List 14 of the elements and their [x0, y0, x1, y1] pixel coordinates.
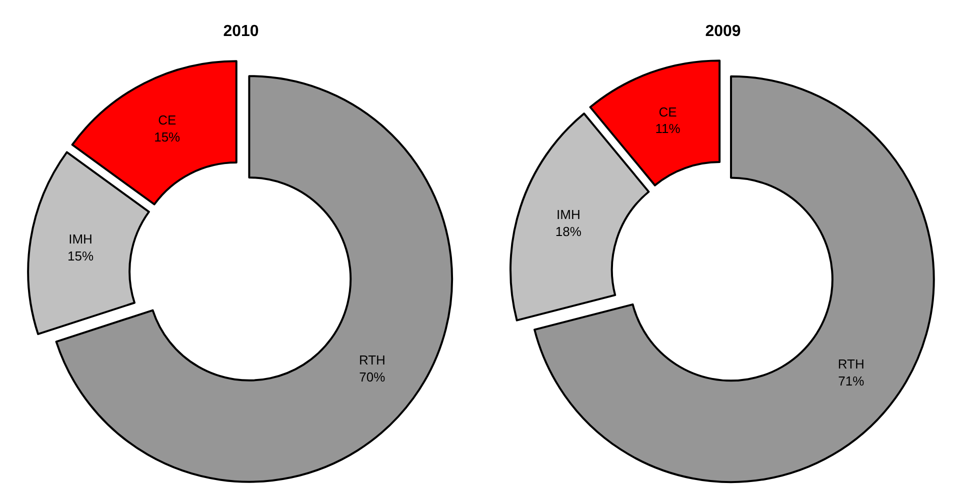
- data-label: 11%: [655, 121, 681, 136]
- data-label: 18%: [555, 224, 582, 239]
- slice-label: CE: [658, 104, 678, 120]
- slice-label: CE: [158, 112, 176, 128]
- slice-label: RTH: [838, 356, 864, 372]
- slice-label: RTH: [358, 352, 386, 368]
- slice-label: IMH: [68, 232, 92, 247]
- slice-label: IMH: [556, 206, 580, 222]
- chart-title: 2010: [223, 22, 259, 40]
- chart-title: 2009: [705, 22, 741, 40]
- data-label: 71%: [838, 373, 865, 388]
- data-label: 15%: [154, 129, 181, 144]
- data-label: 70%: [359, 369, 386, 384]
- data-label: 15%: [67, 248, 94, 264]
